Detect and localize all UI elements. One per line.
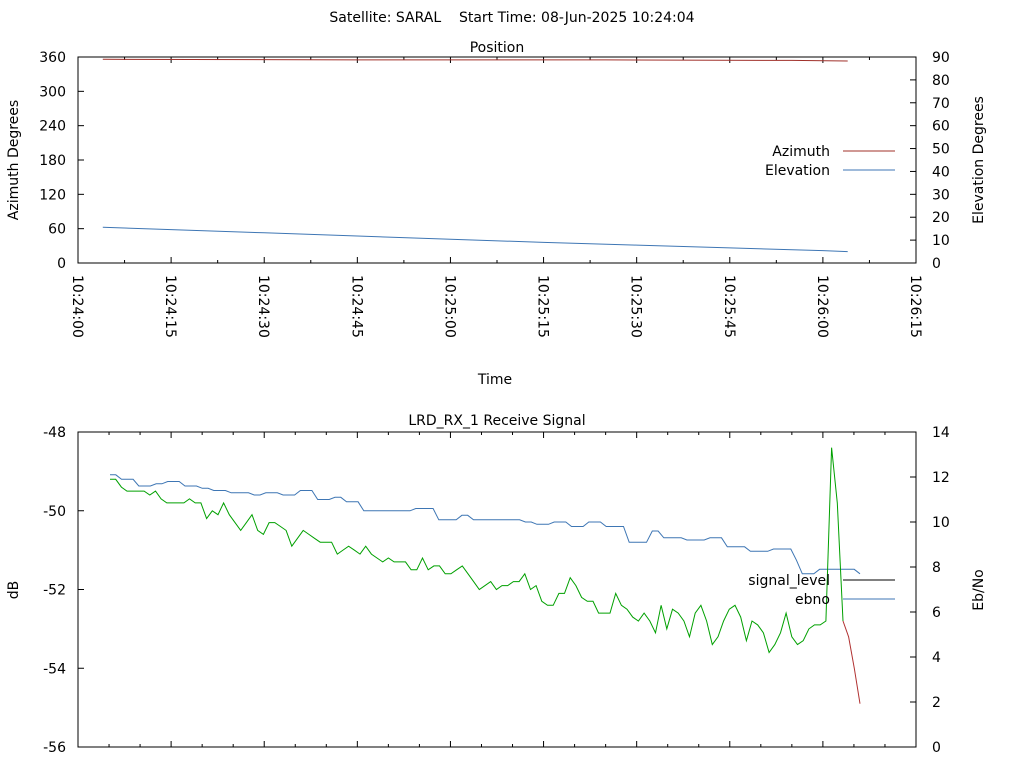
signal-axis-ticks [78, 431, 916, 748]
legend-label-azimuth: Azimuth [772, 144, 830, 160]
position-series [102, 58, 848, 253]
position-axis-ticks [77, 56, 917, 264]
series-line-signal-level-tail [842, 620, 861, 704]
position-y2-axis-label: Elevation Degrees [971, 96, 987, 224]
y2-tick-label: 0 [932, 256, 941, 272]
y2-tick-label: 8 [932, 560, 941, 576]
y-tick-label: -48 [43, 425, 66, 441]
position-y-axis-label: Azimuth Degrees [6, 100, 22, 220]
y-tick-label: 180 [39, 153, 66, 169]
position-x-axis-label: Time [477, 372, 512, 388]
position-legend: Azimuth Elevation [765, 144, 895, 179]
y2-tick-label: 80 [932, 73, 950, 89]
position-plot-frame [77, 56, 917, 264]
series-line-azimuth [102, 58, 848, 62]
y2-tick-label: 12 [932, 470, 950, 486]
y-tick-label: -50 [43, 504, 66, 520]
position-chart-title: Position [470, 40, 525, 56]
y2-tick-label: 4 [932, 650, 941, 666]
series-line-signal-level [110, 447, 844, 654]
y2-tick-label: 14 [932, 425, 950, 441]
x-tick-label: 10:24:00 [69, 275, 85, 338]
signal-chart-title: LRD_RX_1 Receive Signal [408, 413, 585, 429]
y2-tick-label: 50 [932, 142, 950, 158]
signal-series [110, 447, 861, 704]
y2-tick-label: 20 [932, 210, 950, 226]
y-tick-label: -54 [43, 661, 66, 677]
y-tick-label: 120 [39, 187, 66, 203]
y-tick-label: -52 [43, 583, 66, 599]
y2-tick-label: 6 [932, 605, 941, 621]
y2-tick-label: 90 [932, 50, 950, 66]
legend-label-elevation: Elevation [765, 163, 830, 179]
y2-tick-label: 30 [932, 187, 950, 203]
y2-tick-label: 60 [932, 119, 950, 135]
x-tick-label: 10:26:00 [814, 275, 830, 338]
y-tick-label: 360 [39, 50, 66, 66]
x-tick-label: 10:26:15 [907, 275, 923, 338]
legend-label-signal-level: signal_level [748, 573, 830, 589]
signal-y-tick-labels: -48 -50 -52 -54 -56 [43, 425, 66, 756]
y-tick-label: -56 [43, 740, 66, 756]
y-tick-label: 240 [39, 119, 66, 135]
y2-tick-label: 10 [932, 233, 950, 249]
x-tick-label: 10:24:15 [162, 275, 178, 338]
y-tick-label: 300 [39, 84, 66, 100]
series-line-ebno [110, 474, 861, 575]
x-tick-label: 10:25:15 [535, 275, 551, 338]
series-line-elevation [102, 226, 848, 253]
x-tick-label: 10:24:45 [348, 275, 364, 338]
y-tick-label: 0 [57, 256, 66, 272]
position-y-tick-labels: 0 60 120 180 240 300 360 [39, 50, 66, 272]
position-chart: Position 0 60 120 180 240 300 360 0 10 20 30 40 50 6… [6, 40, 987, 388]
y2-tick-label: 10 [932, 515, 950, 531]
y2-tick-label: 70 [932, 96, 950, 112]
figure-header: Satellite: SARAL Start Time: 08-Jun-2025… [329, 10, 694, 26]
legend-label-ebno: ebno [795, 592, 830, 608]
signal-legend: signal_level ebno [748, 573, 895, 608]
y2-tick-label: 2 [932, 695, 941, 711]
y2-tick-label: 0 [932, 740, 941, 756]
signal-y2-axis-label: Eb/No [971, 569, 987, 611]
x-tick-label: 10:25:00 [441, 275, 457, 338]
signal-y2-tick-labels: 0 2 4 6 8 10 12 14 [932, 425, 950, 756]
x-tick-label: 10:25:45 [721, 275, 737, 338]
y2-tick-label: 40 [932, 164, 950, 180]
signal-chart: LRD_RX_1 Receive Signal -48-50-52-54-56 … [6, 413, 987, 756]
y-tick-label: 60 [48, 222, 66, 238]
position-x-tick-labels: 10:24:00 10:24:15 10:24:30 10:24:45 10:25:00… [69, 275, 923, 338]
x-tick-label: 10:24:30 [255, 275, 271, 338]
x-tick-label: 10:25:30 [628, 275, 644, 338]
position-y2-tick-labels: 0 10 20 30 40 50 60 70 80 90 [932, 50, 950, 272]
signal-y-axis-label: dB [6, 581, 22, 600]
